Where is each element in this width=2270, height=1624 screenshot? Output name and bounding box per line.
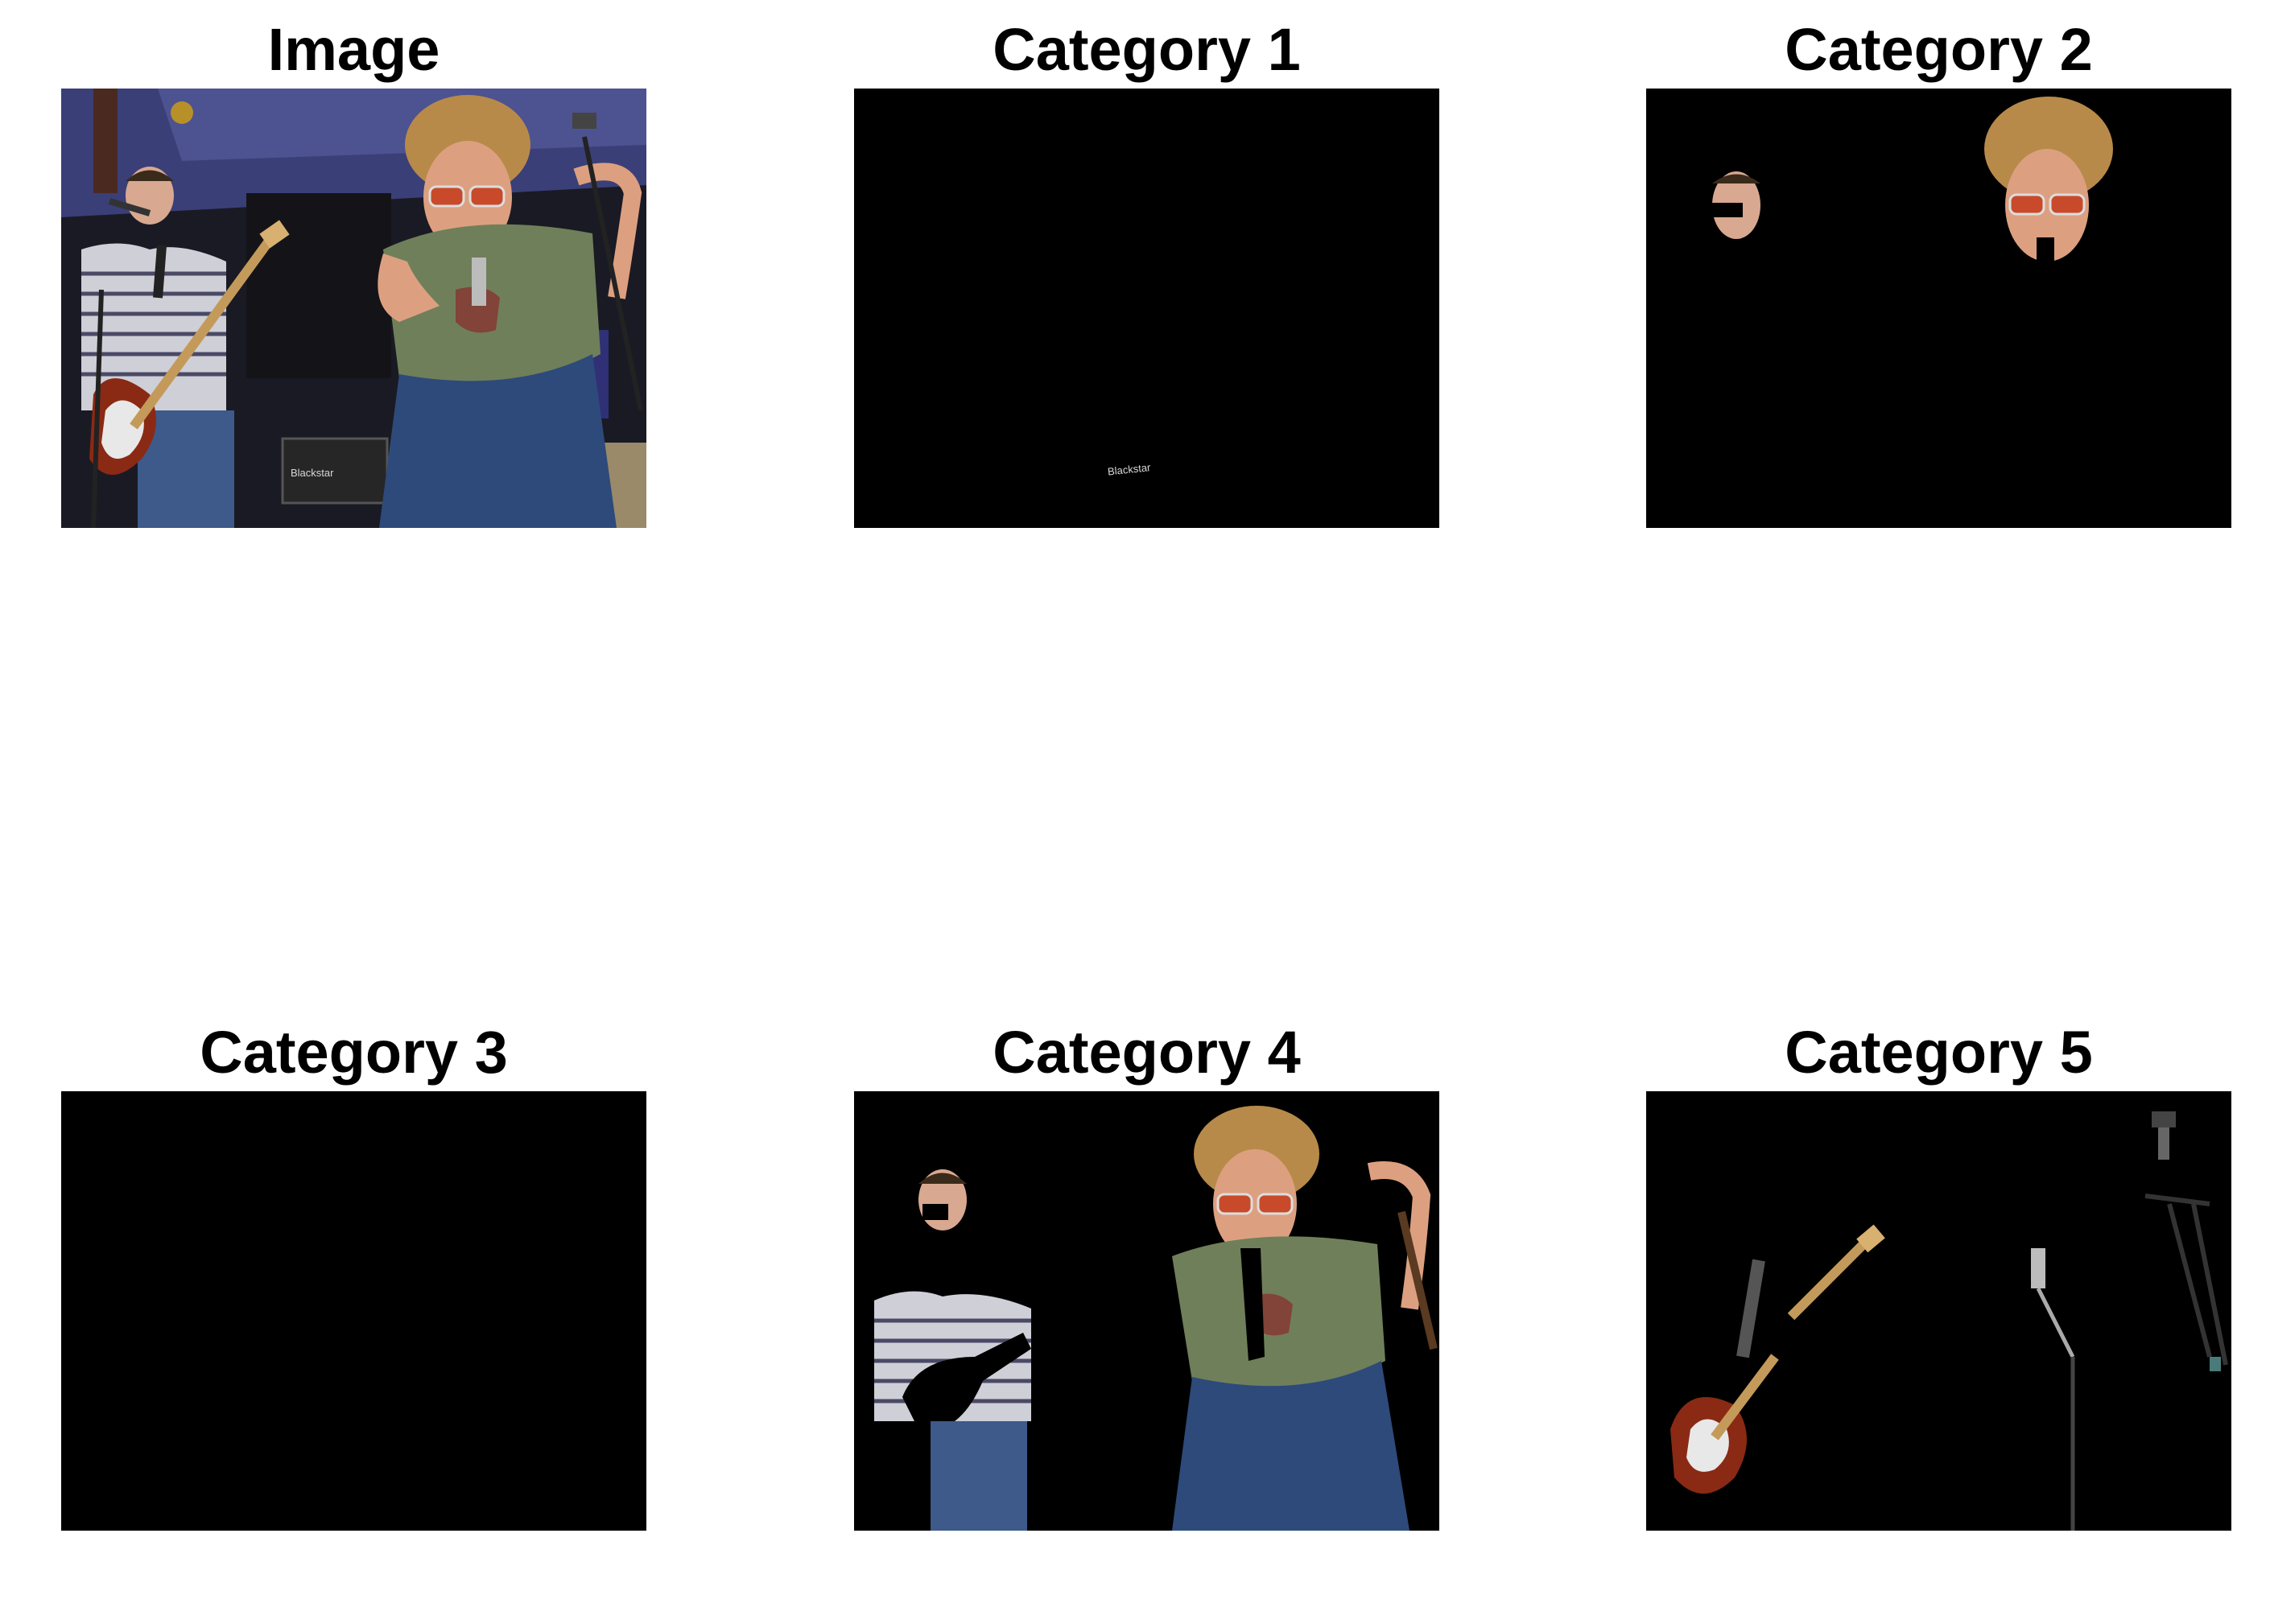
mask-category-3 [61, 1091, 646, 1531]
svg-text:Blackstar: Blackstar [1107, 461, 1151, 478]
mask-category-2 [1646, 89, 2231, 528]
original-photo: Blackstar [61, 89, 646, 528]
panel-title: Image [267, 16, 440, 83]
panel-title: Category 2 [1785, 16, 2093, 83]
mask-category-1: Blackstar [854, 89, 1439, 528]
person-segment-guitarist [874, 1169, 1031, 1531]
amp-label-segment: Blackstar [1107, 461, 1151, 478]
panel-title: Category 4 [993, 1019, 1301, 1086]
singer [378, 95, 642, 528]
mask-category-4 [854, 1091, 1439, 1531]
amp: Blackstar [281, 437, 389, 505]
mask-category-5 [1646, 1091, 2231, 1531]
face-segment-left [1711, 171, 1760, 239]
person-segment-singer [1172, 1106, 1438, 1531]
mic-stand-segment-right [2144, 1111, 2228, 1371]
panel-title: Category 3 [200, 1019, 508, 1086]
guitarist [81, 167, 290, 528]
panel-title: Category 1 [993, 16, 1301, 83]
guitar-segment [1670, 1224, 1885, 1494]
panel-title: Category 5 [1785, 1019, 2093, 1086]
mic-stand-segment-center [2031, 1248, 2075, 1531]
face-segment-right [1984, 97, 2113, 270]
svg-text:Blackstar: Blackstar [291, 467, 334, 479]
